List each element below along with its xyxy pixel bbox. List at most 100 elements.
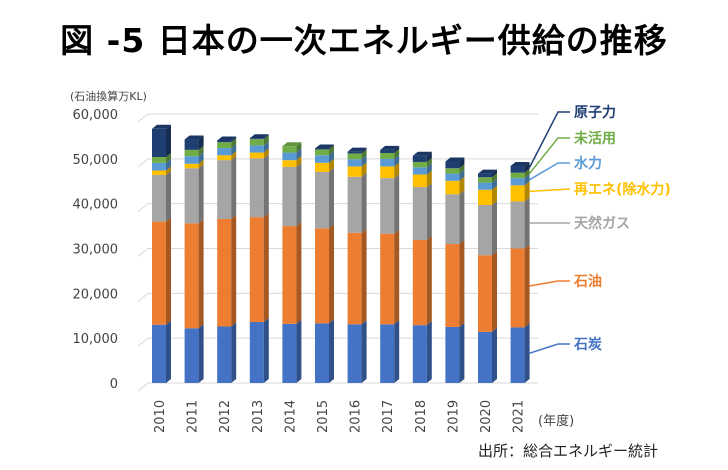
bar-segment [282, 152, 297, 161]
bar-segment-side [361, 228, 367, 325]
bar-segment [184, 168, 199, 224]
bar-segment [445, 326, 460, 383]
bar-segment-side [492, 169, 497, 178]
bar-segment [217, 160, 232, 219]
y-tick-label: 0 [110, 377, 118, 392]
bar-segment [347, 159, 362, 167]
bar-segment-side [329, 224, 334, 324]
bar-segment-side [198, 164, 204, 224]
bar-segment-side [426, 183, 432, 240]
bar-segment [510, 166, 525, 173]
bar-segment-side [166, 170, 171, 222]
bar-segment-side [263, 135, 269, 146]
bar-segment-side [524, 244, 530, 328]
bar-segment-side [329, 144, 334, 150]
bar-segment [282, 226, 297, 324]
bar-segment [152, 157, 166, 163]
bar-segment [478, 189, 492, 206]
bar-segment-side [296, 319, 302, 383]
bar-segment [510, 185, 525, 202]
bar-segment [152, 170, 166, 175]
bar-segment-side [231, 322, 237, 383]
bar-segment-side [394, 145, 400, 154]
bar-segment-side [361, 172, 367, 233]
bar-segment-side [524, 197, 530, 249]
bar-segment [347, 324, 362, 383]
bar-segment-side [426, 321, 432, 383]
bar-segment-side [492, 178, 497, 190]
bar-top [347, 147, 367, 152]
bar-segment [184, 223, 199, 329]
bar-segment-side [166, 166, 171, 175]
bar-segment-side [166, 124, 171, 158]
bar-segment [249, 139, 264, 146]
bar-top [478, 169, 497, 174]
gridline-depth [137, 292, 149, 302]
x-tick-label: 2013 [251, 400, 266, 433]
bar-segment [315, 148, 329, 150]
source-note: 出所：総合エネルギー統計 [478, 442, 659, 460]
bar-segment [380, 233, 395, 325]
bar-segment [282, 323, 297, 383]
bar-segment-side [524, 174, 530, 186]
bar-segment [412, 155, 427, 162]
bar-segment [412, 239, 427, 326]
bar-segment-side [198, 145, 204, 157]
x-tick-label: 2018 [414, 400, 429, 433]
bar-segment-side [459, 322, 465, 383]
bar-segment-side [166, 153, 171, 163]
x-axis-label: (年度) [538, 413, 574, 429]
bar-top [282, 142, 302, 147]
bar-segment [315, 323, 329, 383]
gridline-depth [137, 382, 149, 392]
x-tick-label: 2020 [479, 400, 494, 433]
bar-segment [445, 244, 460, 327]
bar-segment-side [361, 155, 367, 167]
bar-segment-side [198, 219, 204, 329]
bar-segment [315, 155, 329, 163]
gridline-depth [137, 113, 149, 123]
bar-segment [347, 176, 362, 233]
bar-segment [217, 218, 232, 327]
bar-segment-side [426, 163, 432, 175]
bar-segment-side [263, 213, 269, 323]
bar-segment-side [263, 154, 269, 218]
bar-segment [282, 166, 297, 227]
bar-segment-side [329, 319, 334, 383]
bar-segment-side [361, 149, 367, 160]
bar-segment [412, 187, 427, 240]
bar-top [380, 145, 400, 150]
bar-segment-side [329, 145, 334, 156]
bar-segment [445, 173, 460, 181]
x-tick-label: 2016 [349, 400, 364, 433]
bar-top [249, 134, 269, 139]
bar-segment-side [492, 185, 497, 206]
legend-entry: 石炭 [573, 336, 602, 353]
bar-segment-side [394, 154, 400, 167]
bar-segment [445, 180, 460, 195]
bar-segment-side [166, 217, 171, 325]
bar-segment-side [426, 157, 432, 168]
gridline-depth [137, 203, 149, 213]
bar-segment-side [166, 158, 171, 171]
x-tick-label: 2012 [218, 400, 233, 433]
bar-segment [249, 138, 264, 140]
bar-segment [510, 172, 525, 179]
bar-segment-side [198, 152, 204, 164]
bar-segment [217, 142, 232, 149]
y-tick-label: 20,000 [73, 287, 119, 302]
bar-top [315, 144, 334, 149]
legend-leader-line [529, 280, 570, 287]
gridline-depth [137, 337, 149, 347]
bar-segment-side [361, 147, 367, 154]
bar-segment-side [459, 169, 465, 181]
bar-segment [249, 158, 264, 218]
bar-top [217, 136, 237, 141]
y-tick-label: 10,000 [73, 332, 119, 347]
bar-segment-side [524, 181, 530, 202]
bar-segment [380, 178, 395, 234]
bar-segment [315, 171, 329, 229]
bar-segment-side [524, 168, 530, 179]
bar-top [184, 135, 204, 140]
